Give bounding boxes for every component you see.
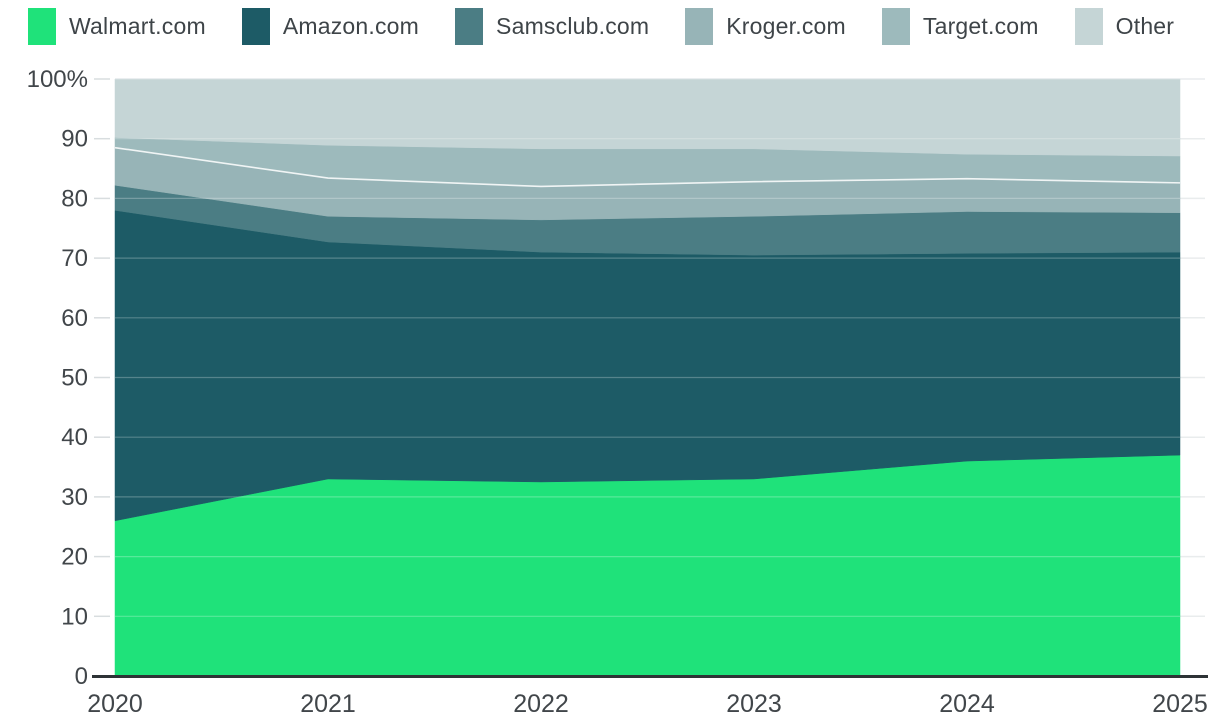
y-axis-label: 10 <box>61 603 88 630</box>
chart-legend: Walmart.com Amazon.com Samsclub.com Kroger.… <box>28 8 1174 45</box>
x-axis-label: 2024 <box>939 690 995 718</box>
legend-label: Target.com <box>922 13 1039 39</box>
legend-label: Other <box>1115 13 1175 39</box>
legend-item-samsclub-com: Samsclub.com <box>455 8 649 45</box>
x-axis-label: 2023 <box>726 690 782 718</box>
y-axis-label: 60 <box>61 305 88 332</box>
legend-label: Walmart.com <box>69 13 206 39</box>
legend-item-other: Other <box>1074 8 1175 45</box>
y-axis-label: 20 <box>61 544 88 571</box>
y-axis-label: 100% <box>27 66 88 93</box>
legend-swatch <box>241 8 270 45</box>
y-axis-label: 90 <box>61 126 88 153</box>
legend-label: Kroger.com <box>726 13 846 39</box>
legend-item-walmart-com: Walmart.com <box>28 8 206 45</box>
legend-swatch <box>455 8 484 45</box>
series-boundary-line <box>114 146 1181 188</box>
area-other <box>114 78 1181 157</box>
legend-label: Samsclub.com <box>496 13 650 39</box>
legend-item-amazon-com: Amazon.com <box>241 8 420 45</box>
y-axis-label: 50 <box>61 365 88 392</box>
legend-item-target-com: Target.com <box>881 8 1039 45</box>
x-axis-label: 2022 <box>513 690 569 718</box>
y-axis-label: 80 <box>61 185 88 212</box>
x-axis-line <box>92 675 1208 678</box>
y-axis-label: 40 <box>61 424 88 451</box>
legend-item-kroger-com: Kroger.com <box>685 8 846 45</box>
legend-label: Amazon.com <box>282 13 420 39</box>
legend-swatch <box>1074 8 1103 45</box>
legend-swatch <box>685 8 714 45</box>
legend-swatch <box>881 8 910 45</box>
x-axis-label: 2020 <box>87 690 143 718</box>
y-axis-label: 30 <box>61 484 88 511</box>
x-axis-label: 2021 <box>300 690 356 718</box>
y-axis-label: 70 <box>61 245 88 272</box>
y-axis-label: 0 <box>75 663 88 690</box>
legend-swatch <box>28 8 56 45</box>
x-axis-label: 2025 <box>1152 690 1208 718</box>
